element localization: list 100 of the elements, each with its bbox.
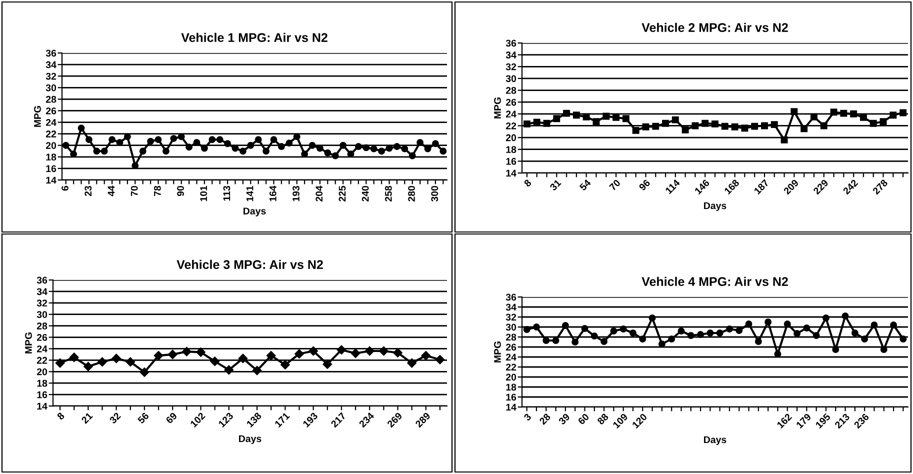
y-tick-label: 34 bbox=[46, 61, 56, 68]
point bbox=[533, 118, 540, 126]
point bbox=[266, 350, 276, 360]
point bbox=[347, 150, 354, 158]
point bbox=[401, 145, 408, 152]
y-tick-label: 16 bbox=[506, 158, 516, 165]
point bbox=[632, 126, 640, 134]
y-tick-label: 20 bbox=[36, 368, 48, 376]
x-axis-title: Days bbox=[239, 435, 262, 444]
x-tick-label: 109 bbox=[612, 412, 628, 429]
point bbox=[432, 140, 439, 148]
y-tick-label: 30 bbox=[506, 75, 516, 82]
point bbox=[182, 346, 192, 356]
y-tick-label: 18 bbox=[506, 384, 516, 391]
y-tick-label: 14 bbox=[37, 402, 48, 410]
point bbox=[900, 109, 907, 116]
x-tick-label: 23 bbox=[84, 186, 92, 196]
point bbox=[850, 110, 858, 118]
x-axis-title: Days bbox=[704, 202, 726, 212]
y-tick-label: 22 bbox=[506, 122, 516, 130]
point bbox=[108, 136, 116, 144]
point bbox=[672, 116, 679, 124]
point bbox=[270, 136, 278, 144]
point bbox=[543, 120, 550, 127]
x-tick-label: 120 bbox=[632, 413, 648, 429]
point bbox=[139, 148, 146, 155]
point bbox=[692, 122, 699, 130]
x-tick-label: 213 bbox=[834, 412, 850, 429]
point bbox=[658, 340, 666, 348]
y-tick-label: 26 bbox=[46, 107, 56, 114]
point bbox=[421, 350, 431, 360]
point bbox=[812, 332, 820, 339]
y-tick-label: 34 bbox=[36, 288, 48, 296]
y-tick-label: 18 bbox=[46, 154, 56, 161]
point bbox=[741, 124, 748, 132]
point bbox=[193, 139, 200, 146]
point bbox=[652, 122, 660, 130]
y-tick-label: 30 bbox=[46, 84, 56, 92]
y-tick-label: 22 bbox=[36, 356, 48, 364]
point bbox=[900, 336, 907, 342]
point bbox=[745, 320, 752, 328]
x-tick-label: 113 bbox=[223, 186, 230, 201]
point bbox=[424, 145, 432, 152]
point bbox=[154, 136, 162, 144]
point bbox=[523, 326, 530, 333]
point bbox=[648, 314, 656, 322]
point bbox=[736, 327, 743, 334]
y-tick-label: 32 bbox=[36, 300, 48, 307]
y-tick-label: 32 bbox=[506, 63, 516, 70]
point bbox=[697, 331, 704, 338]
point bbox=[208, 136, 216, 144]
point bbox=[870, 322, 878, 328]
point bbox=[216, 136, 224, 144]
point bbox=[116, 139, 124, 146]
point bbox=[751, 122, 758, 130]
y-tick-label: 30 bbox=[506, 324, 516, 331]
point bbox=[262, 148, 270, 155]
x-tick-label: 141 bbox=[246, 186, 254, 202]
point bbox=[196, 348, 206, 357]
point bbox=[784, 320, 791, 328]
x-tick-label: 236 bbox=[854, 412, 870, 429]
point bbox=[754, 338, 762, 345]
point bbox=[851, 330, 858, 336]
point bbox=[600, 338, 608, 345]
point bbox=[126, 357, 136, 367]
x-tick-label: 60 bbox=[578, 413, 590, 425]
point bbox=[178, 133, 185, 140]
x-tick-label: 56 bbox=[137, 412, 150, 424]
x-tick-label: 269 bbox=[386, 412, 403, 428]
point bbox=[278, 143, 285, 150]
point bbox=[407, 358, 416, 368]
y-axis-title: MPG bbox=[34, 106, 41, 127]
point bbox=[386, 144, 393, 152]
x-tick-label: 32 bbox=[109, 412, 122, 424]
point bbox=[293, 133, 300, 140]
point bbox=[168, 350, 178, 360]
y-tick-label: 24 bbox=[506, 110, 516, 118]
x-tick-label: 114 bbox=[665, 178, 680, 194]
point bbox=[70, 150, 78, 158]
x-tick-label: 242 bbox=[842, 179, 858, 195]
point bbox=[774, 350, 782, 358]
y-tick-label: 22 bbox=[46, 130, 56, 138]
x-tick-label: 3 bbox=[523, 412, 532, 422]
y-tick-label: 28 bbox=[506, 334, 516, 341]
y-tick-label: 24 bbox=[46, 119, 56, 126]
x-tick-label: 179 bbox=[796, 412, 812, 429]
x-tick-label: 146 bbox=[694, 178, 710, 195]
point bbox=[794, 330, 800, 337]
point bbox=[840, 110, 848, 117]
y-tick-label: 26 bbox=[506, 98, 516, 106]
x-tick-label: 193 bbox=[302, 412, 318, 428]
point bbox=[562, 322, 569, 329]
y-tick-label: 28 bbox=[36, 322, 48, 330]
point bbox=[379, 346, 388, 356]
y-tick-label: 34 bbox=[506, 304, 516, 311]
point bbox=[440, 148, 447, 155]
y-tick-label: 16 bbox=[37, 391, 48, 398]
y-tick-label: 20 bbox=[506, 374, 516, 381]
point bbox=[706, 330, 714, 336]
point bbox=[322, 360, 332, 369]
